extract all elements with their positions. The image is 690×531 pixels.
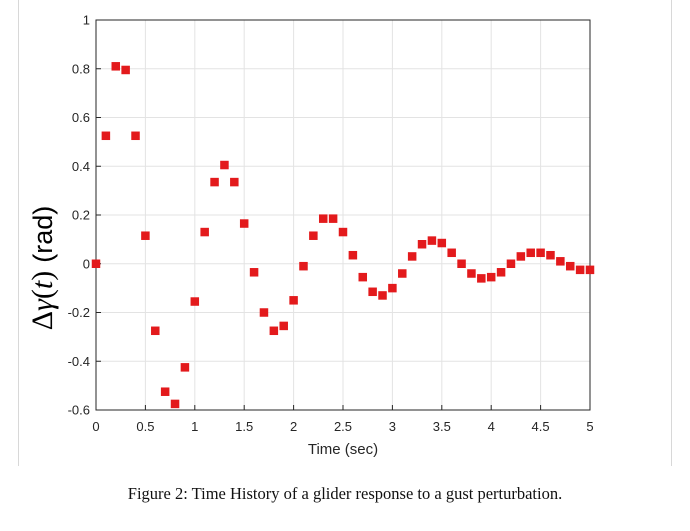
x-tick-label: 4 [488,419,495,434]
data-point [200,227,209,237]
x-tick-label: 2.5 [334,419,352,434]
x-tick-label: 4.5 [532,419,550,434]
scatter-chart: 0 0.5 1 1.5 2 2.5 3 3.5 4 4.5 5 -0.6 -0.4 -0.2 0 0.2 0.… [26,13,595,458]
y-tick-label: -0.6 [68,403,90,418]
data-point [220,160,229,170]
data-point [101,131,111,141]
x-tick-label: 1.5 [235,419,253,434]
data-point [299,261,308,271]
data-point [546,250,555,260]
data-point [417,240,427,249]
data-point [269,326,279,336]
y-tick-label: 0.8 [72,61,90,76]
data-point [121,65,130,75]
data-point [180,363,190,372]
data-point [259,308,269,317]
data-point [328,214,338,223]
y-label-paren-open: ( [26,289,59,299]
data-point [407,252,417,261]
data-point [457,259,466,268]
y-axis-label: Δγ(t) (rad) [26,206,59,330]
data-points [91,62,595,409]
x-tick-label: 3.5 [433,419,451,434]
figure-caption: Figure 2: Time History of a glider respo… [127,484,563,503]
y-tick-label: 0.4 [72,159,90,174]
data-point [160,387,170,396]
data-point [556,257,565,266]
x-tick-label: 2 [290,419,297,434]
data-point [516,252,526,261]
page-border-left [18,0,19,466]
x-axis: 0 0.5 1 1.5 2 2.5 3 3.5 4 4.5 5 [92,405,594,434]
data-point [141,231,150,240]
x-tick-label: 1 [191,419,198,434]
data-point [348,250,358,260]
data-point [585,265,595,275]
data-point [398,269,407,278]
data-point [378,291,387,300]
data-point [506,259,516,268]
y-tick-label: 0.6 [72,110,90,125]
data-point [368,287,377,297]
y-label-paren-close: ) [26,271,59,281]
y-axis: -0.6 -0.4 -0.2 0 0.2 0.4 0.6 0.8 1 [68,13,101,418]
data-point [358,272,368,282]
data-point [309,231,318,240]
data-point [318,214,328,223]
data-point [210,177,219,187]
data-point [230,177,239,187]
data-point [131,131,140,141]
y-tick-label: -0.4 [68,354,90,369]
x-tick-label: 5 [586,419,593,434]
data-point [338,227,348,237]
y-label-unit: (rad) [28,206,58,263]
data-point [91,259,101,268]
data-point [151,326,160,336]
data-point [526,248,535,258]
data-point [486,272,496,282]
data-point [496,268,506,277]
grid [95,19,591,411]
data-point [279,321,288,331]
data-point [575,265,585,275]
x-tick-label: 3 [389,419,396,434]
data-point [467,269,476,278]
x-tick-label: 0 [92,419,99,434]
data-point [565,261,575,271]
data-point [170,399,180,409]
data-point [289,296,298,305]
y-label-delta: Δ [26,311,59,330]
y-tick-label: 1 [83,13,90,28]
data-point [111,62,121,71]
page-border-right [671,0,672,466]
data-point [536,248,545,258]
data-point [249,268,259,277]
y-tick-label: -0.2 [68,305,90,320]
data-point [477,274,486,283]
y-label-gamma: γ [26,298,59,311]
x-tick-label: 0.5 [136,419,154,434]
data-point [437,238,447,248]
y-tick-label: 0 [83,256,90,271]
y-label-t: t [26,280,59,289]
x-axis-label: Time (sec) [308,441,378,458]
data-point [447,248,456,258]
data-point [427,236,437,245]
y-tick-label: 0.2 [72,208,90,223]
data-point [388,283,397,293]
data-point [190,297,200,306]
data-point [239,219,249,228]
